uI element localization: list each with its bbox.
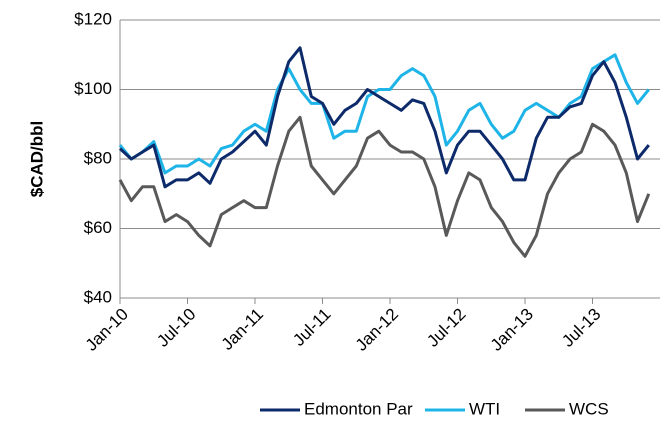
x-tick-label: Jul-10: [153, 305, 199, 351]
x-tick-label: Jul-13: [558, 305, 604, 351]
series-line: [118, 115, 651, 258]
y-axis-label: $CAD/bbl: [27, 121, 46, 198]
series-line: [118, 53, 650, 175]
x-tick-label: Jan-13: [487, 305, 537, 355]
x-tick-label: Jan-10: [82, 305, 132, 355]
y-tick-label: $40: [84, 287, 112, 306]
legend-label: WCS: [569, 399, 609, 418]
x-tick-label: Jan-11: [218, 305, 267, 354]
y-tick-label: $80: [84, 148, 112, 167]
x-tick-label: Jul-12: [423, 305, 469, 351]
series-line: [118, 46, 650, 189]
y-tick-label: $120: [74, 9, 112, 28]
legend-label: Edmonton Par: [304, 399, 413, 418]
y-tick-label: $100: [74, 79, 112, 98]
y-tick-label: $60: [84, 218, 112, 237]
legend-label: WTI: [469, 399, 500, 418]
x-tick-label: Jul-11: [289, 305, 334, 350]
x-tick-label: Jan-12: [352, 305, 402, 355]
